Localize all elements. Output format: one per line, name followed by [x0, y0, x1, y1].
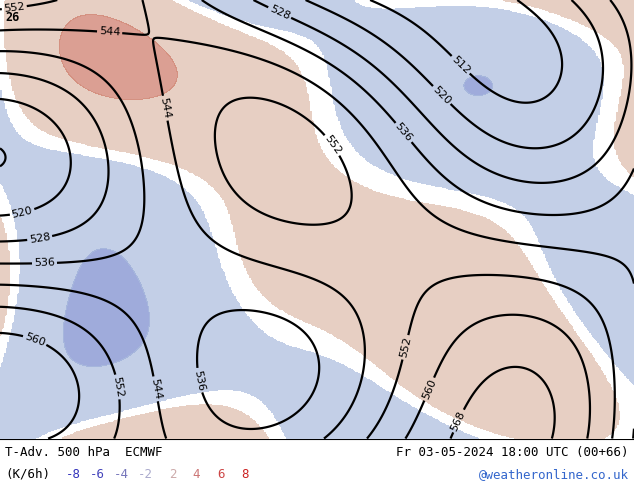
Text: 552: 552 [322, 134, 343, 157]
Text: 4: 4 [193, 468, 200, 481]
Text: 512: 512 [450, 54, 472, 76]
Text: 528: 528 [29, 232, 51, 245]
Text: 8: 8 [241, 468, 249, 481]
Text: T-Adv. 500 hPa  ECMWF: T-Adv. 500 hPa ECMWF [5, 446, 162, 459]
Text: 560: 560 [23, 331, 46, 348]
Text: 544: 544 [149, 377, 162, 400]
Text: 544: 544 [99, 26, 120, 38]
Text: 520: 520 [430, 84, 453, 106]
Text: 26: 26 [5, 11, 19, 24]
Text: 2: 2 [169, 468, 176, 481]
Text: -2: -2 [138, 468, 153, 481]
Text: (K/6h): (K/6h) [5, 468, 50, 481]
Text: Fr 03-05-2024 18:00 UTC (00+66): Fr 03-05-2024 18:00 UTC (00+66) [396, 446, 629, 459]
Text: 560: 560 [420, 377, 438, 401]
Text: @weatheronline.co.uk: @weatheronline.co.uk [479, 468, 629, 481]
Text: 6: 6 [217, 468, 224, 481]
Text: 520: 520 [11, 205, 34, 220]
Text: -4: -4 [113, 468, 129, 481]
Text: 536: 536 [192, 369, 206, 392]
Text: 528: 528 [268, 3, 292, 22]
Text: 568: 568 [450, 409, 467, 433]
Text: -8: -8 [65, 468, 81, 481]
Text: 552: 552 [3, 1, 25, 14]
Text: -6: -6 [89, 468, 105, 481]
Text: 536: 536 [393, 121, 414, 144]
Text: 536: 536 [34, 258, 55, 269]
Text: 552: 552 [398, 336, 413, 359]
Text: 544: 544 [158, 97, 172, 120]
Text: 552: 552 [112, 376, 125, 398]
